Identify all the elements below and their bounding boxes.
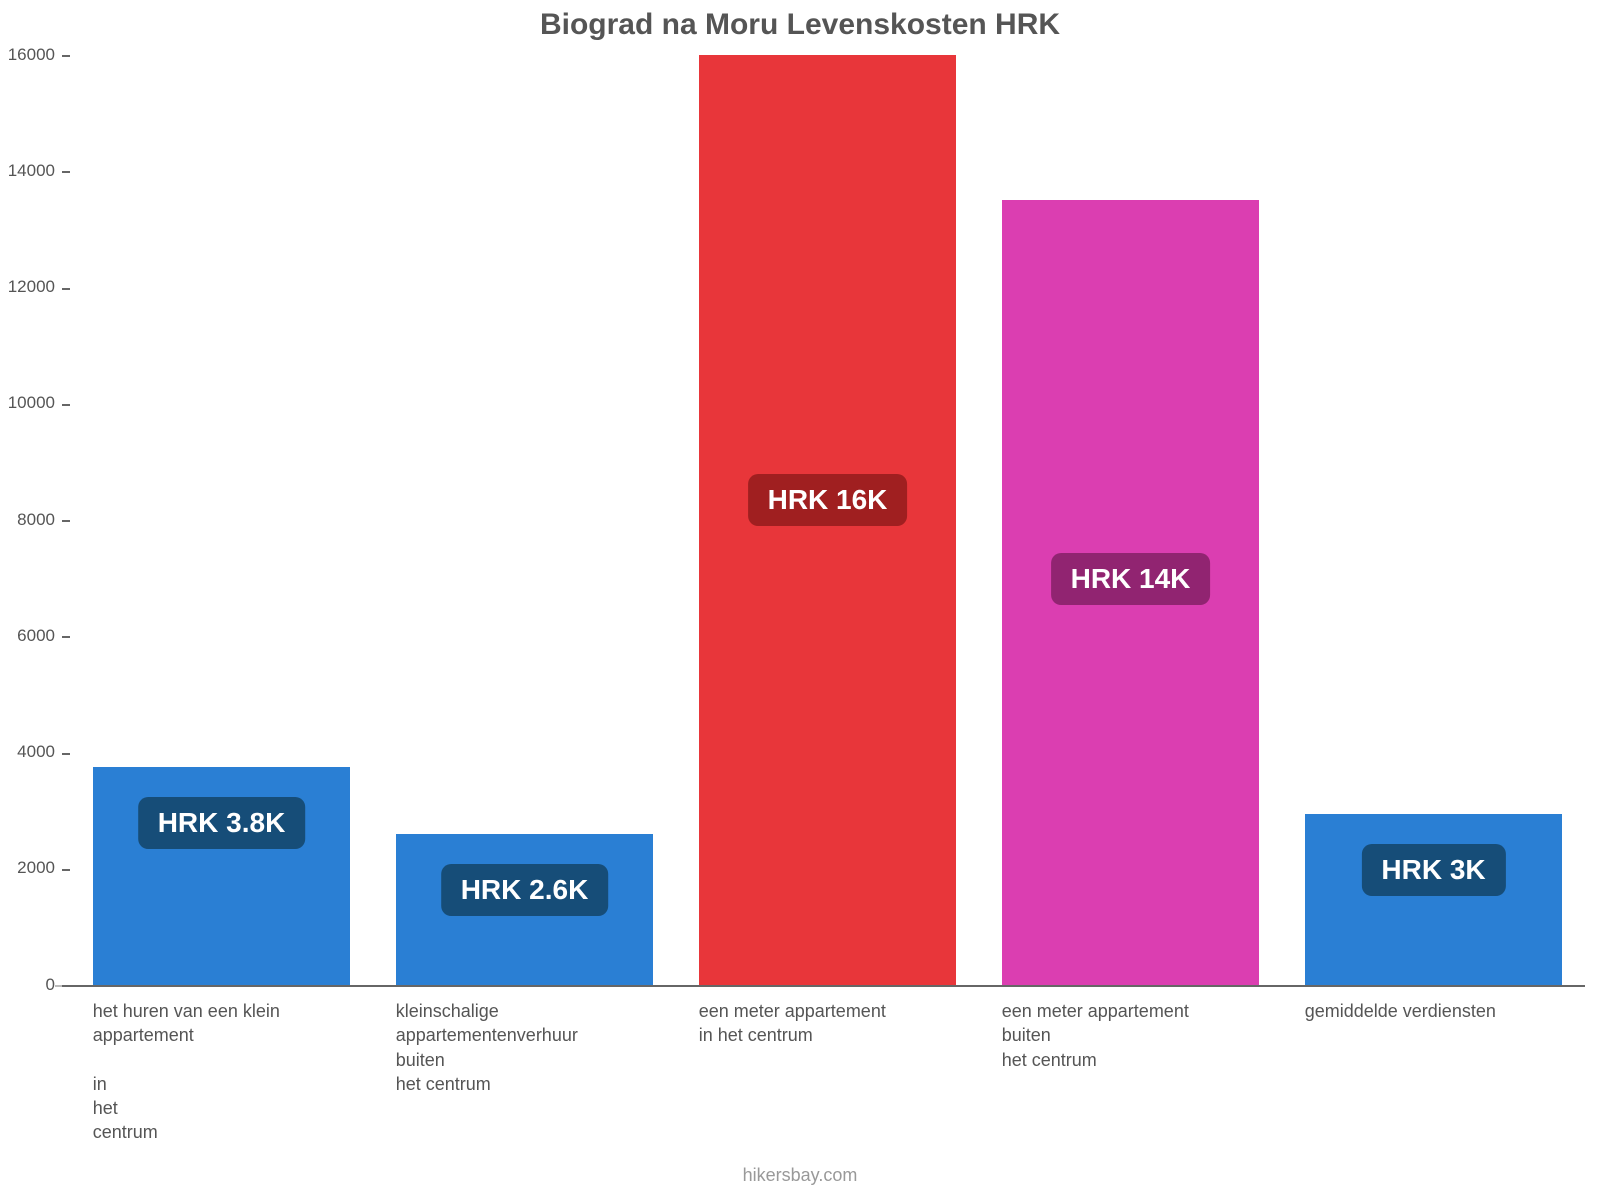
- y-tick-mark: [62, 404, 70, 406]
- bar-value-badge: HRK 14K: [1051, 553, 1211, 605]
- x-axis-label: een meter appartementin het centrum: [699, 999, 929, 1048]
- y-tick-mark: [62, 636, 70, 638]
- y-tick-label: 8000: [0, 510, 55, 530]
- y-tick-label: 12000: [0, 277, 55, 297]
- y-tick-label: 6000: [0, 626, 55, 646]
- y-tick-mark: [62, 869, 70, 871]
- y-tick-label: 14000: [0, 161, 55, 181]
- y-tick-mark: [62, 985, 70, 987]
- y-tick-mark: [62, 288, 70, 290]
- bar-value-badge: HRK 2.6K: [441, 864, 609, 916]
- y-tick-label: 16000: [0, 45, 55, 65]
- x-axis-label: gemiddelde verdiensten: [1305, 999, 1535, 1023]
- plot-area: HRK 3.8K HRK 2.6K HRK 16K HRK 14K HRK 3K: [70, 55, 1585, 987]
- y-tick-label: 10000: [0, 393, 55, 413]
- bar-value-badge: HRK 3K: [1361, 844, 1505, 896]
- y-tick-mark: [62, 55, 70, 57]
- x-axis-label: het huren van een klein appartement inhe…: [93, 999, 323, 1145]
- bar-value-badge: HRK 3.8K: [138, 797, 306, 849]
- y-tick-label: 2000: [0, 858, 55, 878]
- x-axis-label: kleinschalige appartementenverhuurbuiten…: [396, 999, 626, 1096]
- y-tick-mark: [62, 171, 70, 173]
- bar: [1305, 814, 1563, 985]
- bar-value-badge: HRK 16K: [748, 474, 908, 526]
- chart-container: Biograd na Moru Levenskosten HRK HRK 3.8…: [0, 0, 1600, 1200]
- y-tick-mark: [62, 520, 70, 522]
- y-tick-mark: [62, 753, 70, 755]
- y-tick-label: 0: [0, 975, 55, 995]
- x-axis-label: een meter appartementbuitenhet centrum: [1002, 999, 1232, 1072]
- chart-footer: hikersbay.com: [0, 1165, 1600, 1186]
- chart-title: Biograd na Moru Levenskosten HRK: [0, 8, 1600, 42]
- y-tick-label: 4000: [0, 742, 55, 762]
